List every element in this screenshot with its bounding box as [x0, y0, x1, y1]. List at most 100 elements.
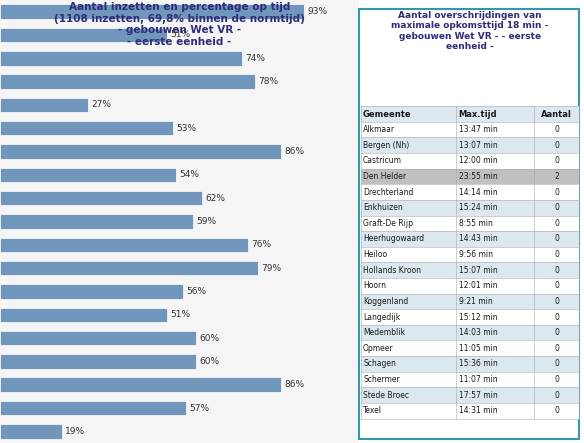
Text: 53%: 53%	[176, 124, 196, 133]
Bar	[0, 261, 258, 276]
Text: 0: 0	[554, 219, 559, 228]
Bar	[0, 354, 196, 369]
Text: 11:05 min: 11:05 min	[459, 344, 498, 353]
Text: Heerhugowaard: Heerhugowaard	[363, 234, 424, 244]
Text: 54%: 54%	[179, 171, 200, 179]
Bar	[361, 247, 579, 262]
Text: 0: 0	[554, 391, 559, 400]
Bar	[361, 356, 579, 372]
Text: Opmeer: Opmeer	[363, 344, 394, 353]
Text: Gemeente: Gemeente	[363, 109, 412, 119]
Text: 0: 0	[554, 312, 559, 322]
Text: Aantal overschrijdingen van
maximale opkomsttijd 18 min -
gebouwen Wet VR - - ee: Aantal overschrijdingen van maximale opk…	[391, 11, 549, 51]
Bar	[0, 98, 88, 112]
Bar	[361, 169, 579, 184]
Text: Hoorn: Hoorn	[363, 281, 386, 290]
Bar	[361, 106, 579, 122]
FancyBboxPatch shape	[359, 9, 579, 439]
Text: 9:21 min: 9:21 min	[459, 297, 492, 306]
Text: 14:14 min: 14:14 min	[459, 187, 498, 197]
Text: 15:24 min: 15:24 min	[459, 203, 498, 212]
Text: 56%: 56%	[186, 287, 206, 296]
Bar	[361, 153, 579, 169]
Bar	[361, 262, 579, 278]
Bar	[0, 191, 203, 206]
Bar	[0, 167, 176, 182]
Text: 0: 0	[554, 141, 559, 150]
Text: 0: 0	[554, 344, 559, 353]
Text: 57%: 57%	[189, 404, 210, 412]
Bar	[0, 237, 248, 252]
Bar	[361, 309, 579, 325]
Text: 14:43 min: 14:43 min	[459, 234, 498, 244]
Text: 60%: 60%	[199, 334, 220, 342]
Bar	[361, 278, 579, 294]
Text: Max.tijd: Max.tijd	[459, 109, 498, 119]
Bar	[361, 387, 579, 403]
Text: 8:55 min: 8:55 min	[459, 219, 493, 228]
Text: Alkmaar: Alkmaar	[363, 125, 395, 134]
Text: Schermer: Schermer	[363, 375, 400, 384]
Bar	[361, 294, 579, 309]
Text: 93%: 93%	[307, 7, 327, 16]
Text: 23:55 min: 23:55 min	[459, 172, 498, 181]
Text: Stede Broec: Stede Broec	[363, 391, 409, 400]
Bar	[361, 340, 579, 356]
Text: Bergen (Nh): Bergen (Nh)	[363, 141, 409, 150]
Text: 0: 0	[554, 406, 559, 415]
Text: 0: 0	[554, 281, 559, 290]
Text: 27%: 27%	[92, 101, 112, 109]
Text: Drechterland: Drechterland	[363, 187, 413, 197]
Text: 79%: 79%	[261, 264, 281, 272]
Text: 12:01 min: 12:01 min	[459, 281, 497, 290]
Bar	[361, 184, 579, 200]
Text: 74%: 74%	[245, 54, 265, 63]
Text: 0: 0	[554, 234, 559, 244]
Text: 14:03 min: 14:03 min	[459, 328, 498, 337]
Bar	[0, 401, 186, 415]
Text: 13:07 min: 13:07 min	[459, 141, 498, 150]
Text: 0: 0	[554, 359, 559, 369]
Text: Texel: Texel	[363, 406, 382, 415]
Text: 0: 0	[554, 328, 559, 337]
Text: Heiloo: Heiloo	[363, 250, 387, 259]
Text: 86%: 86%	[284, 147, 304, 156]
Text: 0: 0	[554, 203, 559, 212]
Bar	[0, 121, 173, 136]
Bar	[0, 377, 281, 392]
Bar	[0, 424, 62, 439]
Text: 76%: 76%	[251, 240, 272, 249]
Text: 0: 0	[554, 125, 559, 134]
Bar	[361, 200, 579, 215]
Text: Castricum: Castricum	[363, 156, 402, 165]
Bar	[361, 216, 579, 231]
Text: 0: 0	[554, 156, 559, 165]
Text: 19%: 19%	[65, 427, 85, 436]
Text: 51%: 51%	[170, 310, 190, 319]
Text: Aantal: Aantal	[541, 109, 572, 119]
Bar	[361, 137, 579, 153]
Text: 2: 2	[554, 172, 559, 181]
Text: 13:47 min: 13:47 min	[459, 125, 498, 134]
Bar	[0, 28, 166, 42]
Text: 12:00 min: 12:00 min	[459, 156, 498, 165]
Text: 59%: 59%	[196, 217, 216, 226]
Text: 14:31 min: 14:31 min	[459, 406, 498, 415]
Bar	[361, 122, 579, 137]
Text: Hollands Kroon: Hollands Kroon	[363, 266, 421, 275]
Bar	[361, 231, 579, 247]
Bar	[0, 284, 183, 299]
Bar	[0, 51, 242, 66]
Text: Schagen: Schagen	[363, 359, 396, 369]
Text: 15:36 min: 15:36 min	[459, 359, 498, 369]
Text: 60%: 60%	[199, 357, 220, 366]
Text: 0: 0	[554, 297, 559, 306]
Bar	[361, 372, 579, 387]
Text: Koggenland: Koggenland	[363, 297, 408, 306]
Bar	[0, 307, 166, 322]
Text: 11:07 min: 11:07 min	[459, 375, 498, 384]
Bar	[0, 331, 196, 345]
Text: 17:57 min: 17:57 min	[459, 391, 498, 400]
Bar	[0, 214, 193, 229]
Text: Den Helder: Den Helder	[363, 172, 406, 181]
